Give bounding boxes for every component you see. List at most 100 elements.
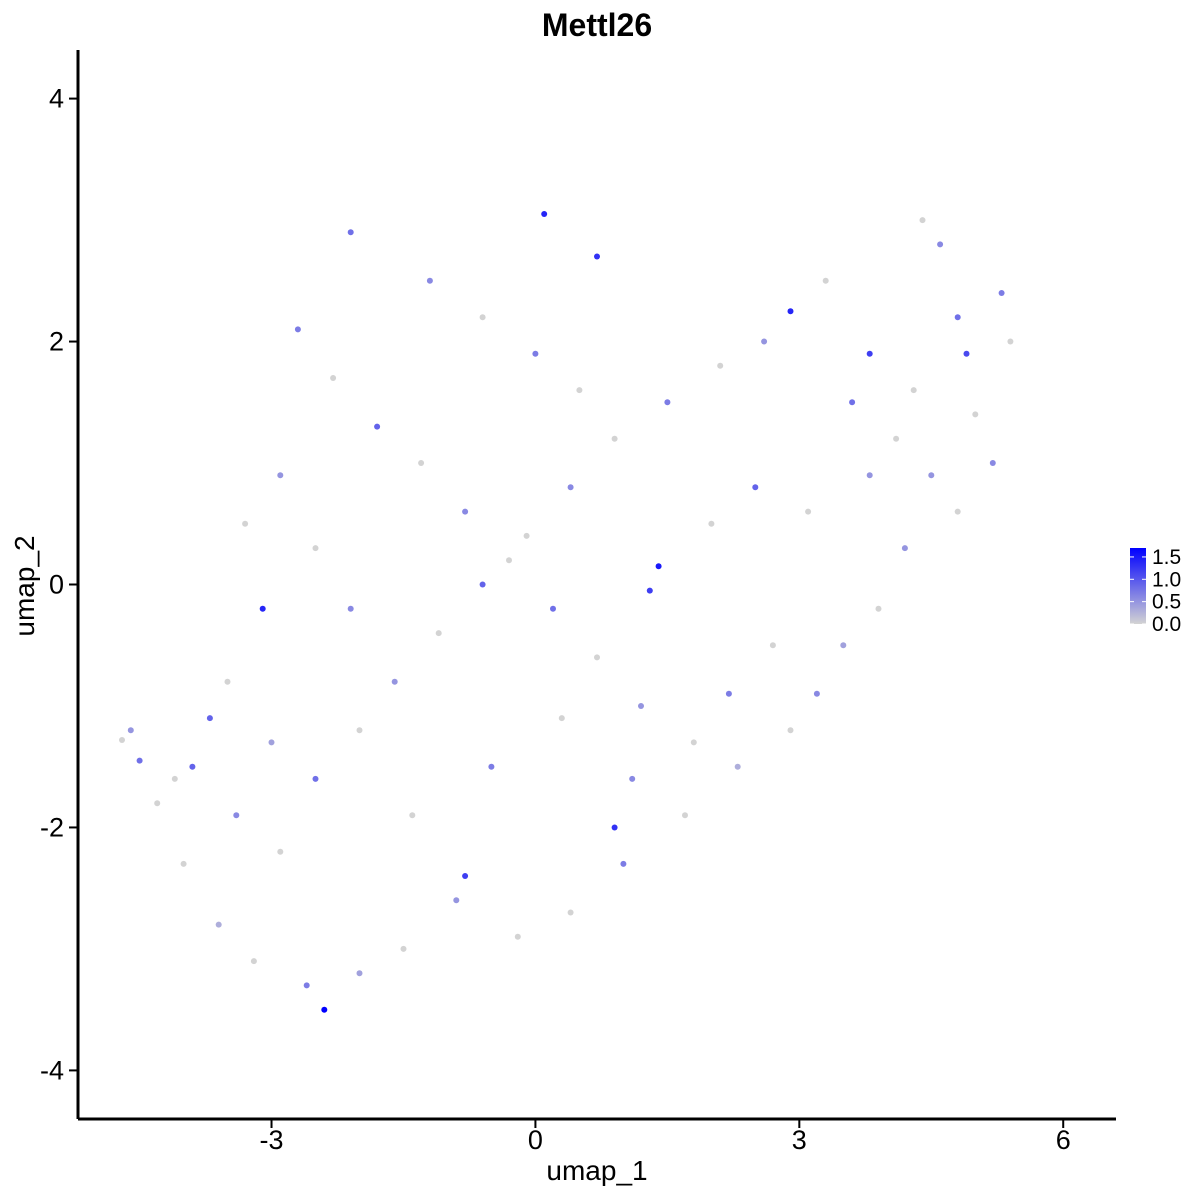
data-point [391, 678, 398, 685]
y-ticks: -4 -2 0 2 4 [40, 84, 78, 1085]
data-point [303, 982, 310, 989]
data-point [294, 326, 301, 333]
data-point [558, 715, 565, 722]
data-point [620, 860, 627, 867]
x-tick-label: -3 [260, 1125, 284, 1155]
data-point [259, 605, 266, 612]
data-point [919, 217, 926, 224]
data-point [989, 460, 996, 466]
color-legend: 1.51.00.50.0 [1130, 546, 1181, 636]
data-point [805, 508, 812, 515]
data-point [127, 727, 134, 734]
data-point [233, 812, 240, 819]
data-point [206, 715, 213, 722]
legend-colorbar [1130, 548, 1146, 624]
data-point [611, 435, 618, 442]
data-point [242, 520, 249, 527]
data-point [523, 532, 530, 539]
data-point [347, 605, 354, 612]
x-tick-label: 0 [528, 1125, 543, 1155]
data-point [171, 775, 178, 782]
data-point [462, 508, 469, 515]
data-point [717, 362, 724, 369]
data-point [655, 563, 662, 570]
data-point [734, 763, 741, 770]
x-tick-label: 6 [1056, 1125, 1071, 1155]
data-point [901, 545, 908, 552]
data-point [312, 775, 319, 782]
data-point [136, 757, 143, 764]
data-point [954, 508, 961, 515]
data-point [954, 314, 961, 321]
data-point [638, 703, 644, 709]
data-point [488, 763, 495, 770]
data-point [725, 690, 732, 697]
data-point [629, 775, 636, 782]
legend-tick-label: 0.0 [1152, 613, 1181, 636]
data-point [479, 581, 486, 588]
data-point [937, 241, 944, 248]
data-point [347, 229, 354, 236]
data-point [664, 399, 671, 406]
data-point [708, 520, 715, 527]
data-point [356, 727, 363, 734]
data-point [462, 873, 469, 879]
data-point [453, 897, 460, 904]
data-point [910, 387, 917, 394]
y-tick-label: 0 [49, 570, 64, 600]
data-point [787, 308, 794, 315]
data-point [224, 678, 231, 685]
data-point [356, 970, 363, 977]
y-tick-label: 4 [49, 84, 64, 114]
data-point [330, 375, 337, 381]
data-point [646, 587, 653, 594]
data-point [893, 435, 900, 442]
data-point [189, 763, 196, 770]
chart-title: Mettl26 [542, 7, 652, 43]
data-point [866, 350, 873, 357]
y-axis-title: umap_2 [9, 535, 40, 636]
data-point [576, 387, 583, 394]
data-point [787, 727, 794, 734]
data-point [435, 630, 442, 637]
y-tick-label: 2 [49, 327, 64, 357]
data-point [312, 545, 319, 552]
data-point [972, 411, 979, 418]
data-point [822, 277, 829, 284]
data-point [752, 484, 759, 491]
points-layer [119, 211, 1014, 1013]
data-point [268, 739, 275, 746]
data-point [963, 350, 970, 357]
data-point [1007, 338, 1014, 345]
data-point [866, 472, 873, 479]
data-point [479, 314, 486, 321]
data-point [567, 484, 574, 491]
x-ticks: -3 0 3 6 [260, 1119, 1071, 1155]
legend-tick-label: 1.0 [1152, 568, 1181, 591]
data-point [409, 812, 416, 819]
x-axis-title: umap_1 [546, 1155, 647, 1186]
data-point [928, 472, 935, 479]
data-point [426, 277, 433, 284]
y-tick-label: -4 [40, 1055, 64, 1085]
data-point [690, 739, 697, 746]
data-point [875, 605, 882, 612]
legend-tick-label: 1.5 [1152, 546, 1181, 569]
data-point [180, 860, 187, 867]
data-point [594, 253, 600, 260]
data-point [154, 800, 161, 807]
data-point [514, 933, 521, 940]
data-point [611, 824, 618, 831]
data-point [682, 812, 688, 819]
data-point [532, 350, 539, 357]
data-point [506, 557, 512, 564]
data-point [998, 290, 1005, 296]
data-point [849, 399, 856, 406]
data-point [567, 909, 574, 916]
data-point [761, 338, 768, 345]
data-point [250, 958, 257, 965]
data-point [813, 690, 820, 697]
legend-tick-label: 0.5 [1152, 591, 1181, 614]
data-point [769, 642, 776, 649]
